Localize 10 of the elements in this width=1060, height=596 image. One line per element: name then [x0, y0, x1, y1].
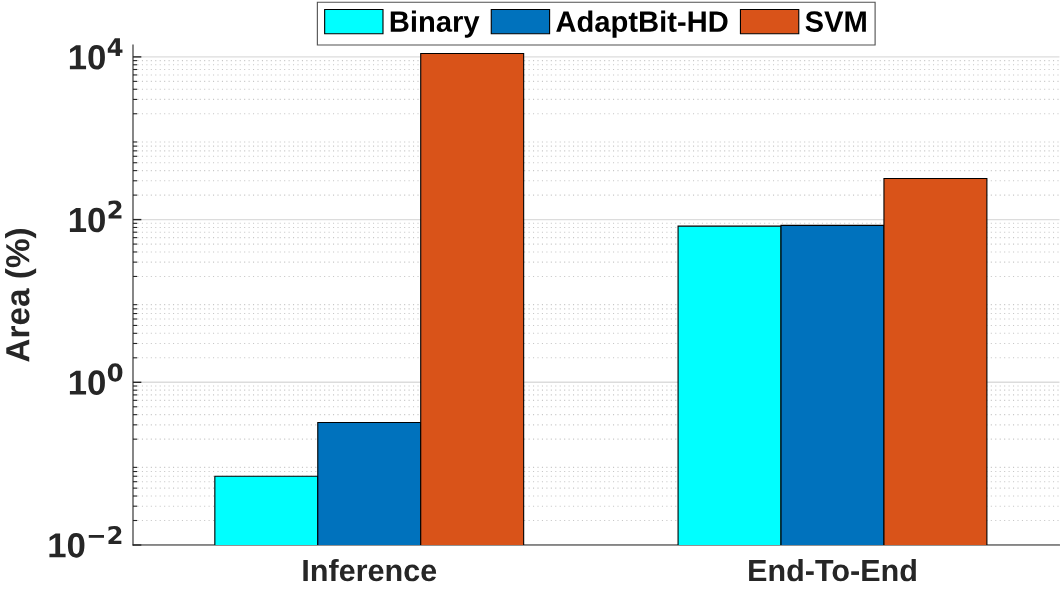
x-tick-label: Inference	[303, 558, 437, 582]
x-tick-label: End-To-End	[749, 558, 916, 582]
legend-label: AdaptBit-HD	[556, 10, 728, 38]
y-tick-label: 10$^{−2}$	[49, 525, 122, 558]
y-tick-label: 10$^{2}$	[69, 200, 122, 233]
y-axis-title: Area (%)	[5, 229, 37, 362]
y-tick-label: 10$^{4}$	[69, 38, 123, 70]
legend-label: SVM	[805, 11, 866, 32]
y-tick-label: 10$^{0}$	[69, 363, 123, 395]
legend-label: Binary	[390, 10, 480, 38]
